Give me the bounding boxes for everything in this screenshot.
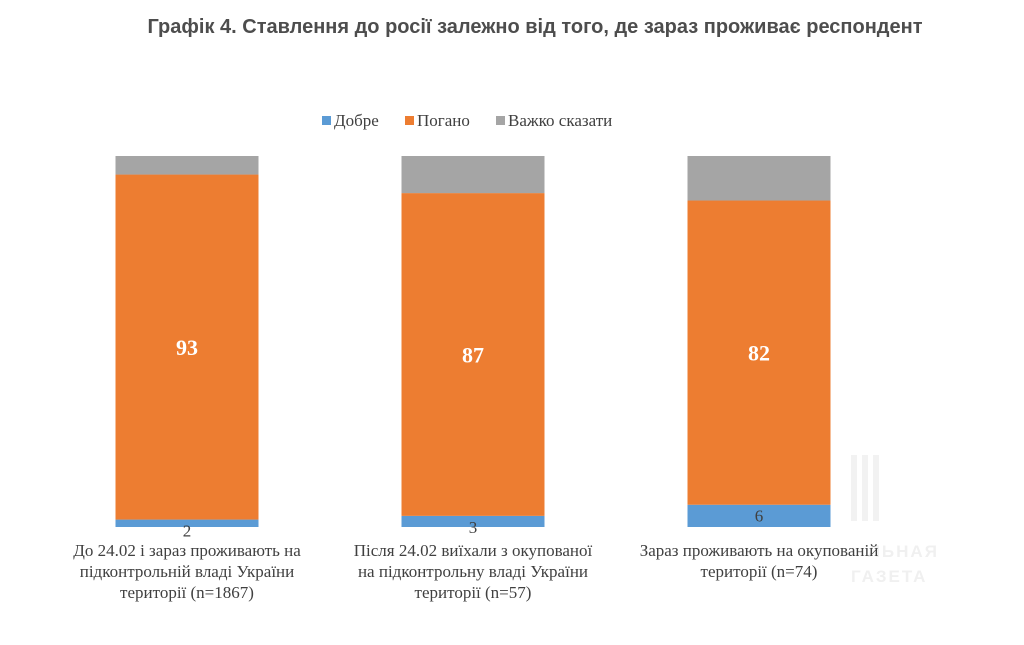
- value-label-2-добре: 3: [469, 518, 478, 537]
- bar-1-важко-сказати: [115, 156, 259, 175]
- bar-2-погано: [401, 193, 545, 516]
- legend-label-1: Добре: [334, 111, 379, 130]
- category-label-3-line-1: Зараз проживають на окупованій: [640, 541, 879, 560]
- bars-group: [115, 156, 831, 527]
- watermark-logo: ЛЬНАЯ ГАЗЕТА: [851, 455, 939, 586]
- value-label-3-погано: 82: [748, 341, 770, 366]
- value-labels-group: 2 93 3 87 6 82: [176, 335, 770, 541]
- bar-3-погано: [687, 200, 831, 505]
- value-label-1-добре: 2: [183, 522, 192, 541]
- category-label-1-line-3: території (n=1867): [120, 583, 254, 602]
- category-label-1-line-2: підконтрольній владі України: [80, 562, 295, 581]
- value-label-1-погано: 93: [176, 335, 198, 360]
- watermark-text-1: ЛЬНАЯ: [868, 542, 939, 561]
- category-labels-group: До 24.02 і зараз проживають на підконтрол…: [73, 541, 878, 602]
- legend-swatch-3: [496, 116, 505, 125]
- legend-swatch-1: [322, 116, 331, 125]
- category-label-2-line-3: території (n=57): [415, 583, 532, 602]
- chart-title: Графік 4. Ставлення до росії залежно від…: [147, 16, 923, 38]
- bar-3-важко-сказати: [687, 156, 831, 201]
- category-label-2-line-2: на підконтрольну владі України: [358, 562, 588, 581]
- value-label-3-добре: 6: [755, 507, 764, 526]
- category-label-3-line-2: території (n=74): [701, 562, 818, 581]
- bar-2-важко-сказати: [401, 156, 545, 194]
- legend: Добре Погано Важко сказати: [322, 111, 612, 130]
- legend-label-3: Важко сказати: [508, 111, 612, 130]
- bar-1-погано: [115, 174, 259, 520]
- category-label-1-line-1: До 24.02 і зараз проживають на: [73, 541, 301, 560]
- legend-swatch-2: [405, 116, 414, 125]
- bar-3-добре: [687, 504, 831, 527]
- watermark-text-2: ГАЗЕТА: [851, 567, 927, 586]
- bar-2-добре: [401, 515, 545, 527]
- legend-label-2: Погано: [417, 111, 470, 130]
- value-label-2-погано: 87: [462, 342, 484, 367]
- bar-1-добре: [115, 519, 259, 527]
- category-label-2-line-1: Після 24.02 виїхали з окупованої: [354, 541, 593, 560]
